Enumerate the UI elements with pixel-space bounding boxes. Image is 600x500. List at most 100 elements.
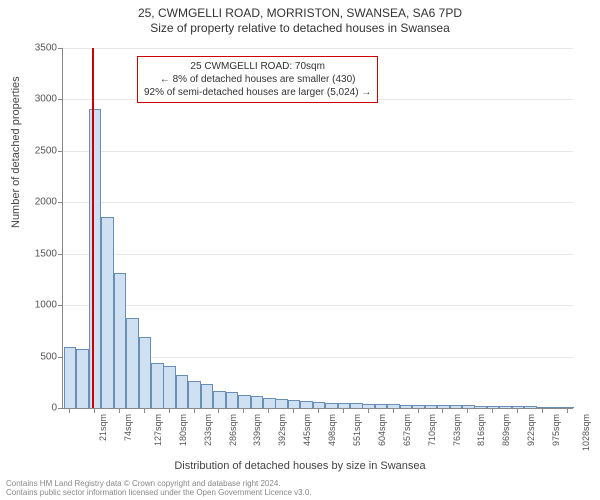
gridline: [63, 48, 573, 49]
callout-box: 25 CWMGELLI ROAD: 70sqm ← 8% of detached…: [137, 56, 378, 103]
ytick-label: 3000: [17, 94, 57, 105]
gridline: [63, 305, 573, 306]
xtick-mark: [368, 408, 369, 413]
bar: [126, 318, 139, 408]
ytick-mark: [58, 357, 63, 358]
xtick-label: 233sqm: [203, 414, 213, 446]
xtick-label: 922sqm: [526, 414, 536, 446]
bar: [176, 375, 189, 408]
bar: [387, 404, 400, 408]
footer-line-1: Contains HM Land Registry data © Crown c…: [6, 479, 312, 489]
bar: [201, 384, 214, 408]
bar: [412, 405, 425, 408]
title-main: 25, CWMGELLI ROAD, MORRISTON, SWANSEA, S…: [0, 0, 600, 20]
xtick-mark: [119, 408, 120, 413]
xtick-label: 975sqm: [551, 414, 561, 446]
xtick-mark: [218, 408, 219, 413]
bar: [151, 363, 164, 408]
highlight-line: [92, 48, 94, 408]
bar: [64, 347, 77, 408]
xtick-mark: [293, 408, 294, 413]
xtick-mark: [567, 408, 568, 413]
ytick-label: 3500: [17, 43, 57, 54]
xtick-mark: [442, 408, 443, 413]
xtick-mark: [243, 408, 244, 413]
callout-line-1: 25 CWMGELLI ROAD: 70sqm: [144, 60, 371, 73]
bar: [474, 406, 487, 408]
bar: [499, 406, 512, 408]
xtick-label: 763sqm: [452, 414, 462, 446]
xtick-label: 1028sqm: [581, 414, 591, 451]
gridline: [63, 202, 573, 203]
ytick-mark: [58, 99, 63, 100]
ytick-mark: [58, 408, 63, 409]
ytick-label: 500: [17, 351, 57, 362]
bar: [89, 109, 102, 408]
xtick-label: 816sqm: [476, 414, 486, 446]
xtick-mark: [517, 408, 518, 413]
gridline: [63, 254, 573, 255]
xtick-label: 74sqm: [123, 414, 133, 441]
ytick-mark: [58, 202, 63, 203]
xtick-label: 710sqm: [427, 414, 437, 446]
xtick-mark: [144, 408, 145, 413]
ytick-mark: [58, 48, 63, 49]
bar: [512, 406, 525, 408]
xtick-label: 180sqm: [178, 414, 188, 446]
bar: [76, 349, 89, 408]
xtick-label: 339sqm: [253, 414, 263, 446]
ytick-label: 1000: [17, 300, 57, 311]
xtick-label: 286sqm: [228, 414, 238, 446]
bar: [139, 337, 152, 408]
ytick-label: 0: [17, 403, 57, 414]
bar: [300, 401, 313, 408]
bar: [101, 217, 114, 408]
bar: [487, 406, 500, 408]
bar: [400, 405, 413, 408]
bar: [275, 399, 288, 408]
xtick-label: 657sqm: [402, 414, 412, 446]
ytick-mark: [58, 305, 63, 306]
xtick-mark: [169, 408, 170, 413]
xtick-mark: [343, 408, 344, 413]
bar: [425, 405, 438, 408]
callout-line-2: ← 8% of detached houses are smaller (430…: [144, 73, 371, 86]
bar: [188, 381, 201, 408]
xtick-mark: [492, 408, 493, 413]
xtick-label: 21sqm: [98, 414, 108, 441]
xtick-label: 127sqm: [153, 414, 163, 446]
bar: [537, 407, 550, 409]
xtick-label: 604sqm: [377, 414, 387, 446]
footer: Contains HM Land Registry data © Crown c…: [6, 479, 312, 498]
xtick-mark: [94, 408, 95, 413]
ytick-mark: [58, 254, 63, 255]
ytick-label: 2000: [17, 197, 57, 208]
bar: [524, 406, 537, 408]
bar: [325, 403, 338, 408]
ytick-label: 1500: [17, 248, 57, 259]
bar: [437, 405, 450, 408]
bar: [238, 395, 251, 408]
bar: [561, 407, 574, 409]
chart-container: 25, CWMGELLI ROAD, MORRISTON, SWANSEA, S…: [0, 0, 600, 500]
bar: [213, 391, 226, 408]
xtick-label: 551sqm: [352, 414, 362, 446]
bar: [288, 400, 301, 408]
xtick-mark: [318, 408, 319, 413]
bar: [251, 396, 264, 408]
bar: [362, 404, 375, 408]
callout-line-3: 92% of semi-detached houses are larger (…: [144, 86, 371, 99]
title-sub: Size of property relative to detached ho…: [0, 21, 600, 35]
bar: [163, 366, 176, 408]
ytick-mark: [58, 151, 63, 152]
xtick-mark: [418, 408, 419, 413]
footer-line-2: Contains public sector information licen…: [6, 488, 312, 498]
bar: [549, 407, 562, 409]
chart-area: 25 CWMGELLI ROAD: 70sqm ← 8% of detached…: [62, 48, 572, 408]
xtick-label: 392sqm: [277, 414, 287, 446]
xtick-mark: [467, 408, 468, 413]
bar: [226, 392, 239, 408]
gridline: [63, 151, 573, 152]
xtick-mark: [69, 408, 70, 413]
bar: [450, 405, 463, 408]
